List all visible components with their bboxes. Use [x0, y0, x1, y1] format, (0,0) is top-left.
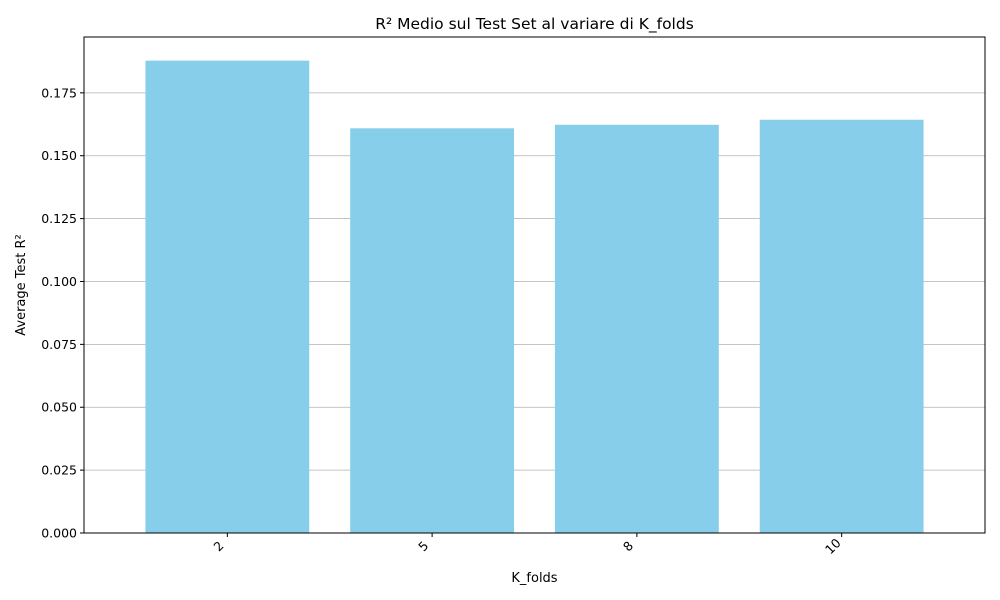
bars: [145, 60, 924, 534]
x-tick-label: 8: [620, 538, 636, 554]
y-tick-label: 0.100: [41, 274, 77, 289]
y-tick-label: 0.175: [41, 85, 77, 100]
x-tick-label: 2: [210, 538, 226, 554]
x-tick-label: 10: [822, 535, 844, 557]
x-axis-label: K_folds: [511, 571, 557, 586]
y-tick-label: 0.075: [41, 337, 77, 352]
x-tick-label: 5: [415, 538, 431, 554]
y-tick-label: 0.025: [41, 463, 77, 478]
x-axis-ticks: 2 5 8 10: [210, 533, 844, 557]
y-tick-label: 0.000: [41, 526, 77, 541]
y-tick-label: 0.125: [41, 211, 77, 226]
chart-title: R² Medio sul Test Set al variare di K_fo…: [375, 15, 694, 34]
bar-10: [759, 119, 924, 534]
y-tick-label: 0.150: [41, 148, 77, 163]
bar-2: [145, 60, 310, 533]
y-axis-ticks: 0.000 0.025 0.050 0.075 0.100 0.125 0.150 0.175: [41, 85, 84, 541]
plot-frame: [83, 36, 986, 534]
bar-5: [350, 128, 515, 533]
bar-8: [554, 124, 719, 533]
y-axis-label: Average Test R²: [14, 234, 29, 336]
y-tick-label: 0.050: [41, 400, 77, 415]
